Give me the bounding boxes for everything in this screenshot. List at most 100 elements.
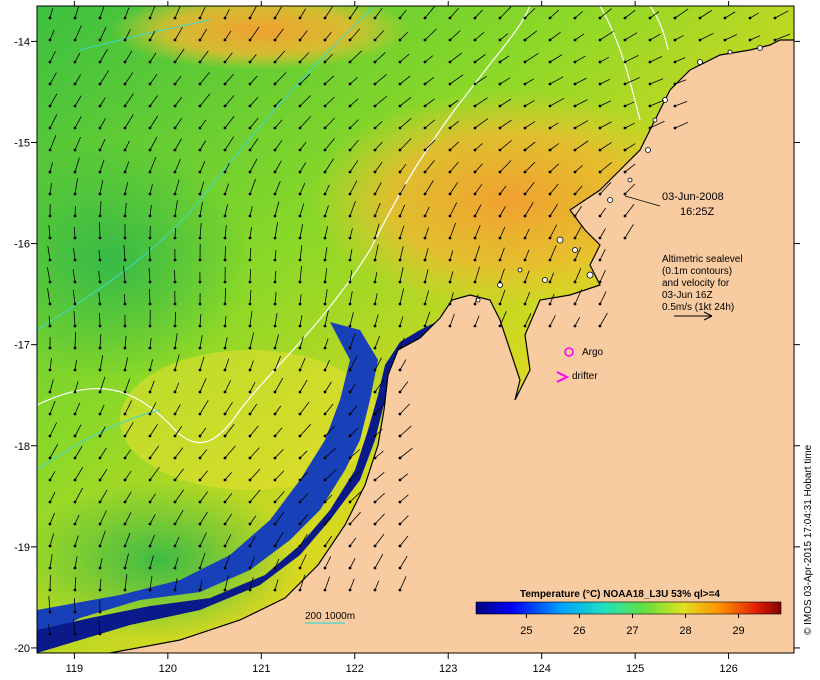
velocity-arrow-head <box>598 148 602 152</box>
velocity-arrow-head <box>348 544 352 548</box>
cool-water-patch <box>37 140 250 380</box>
velocity-arrow-head <box>48 324 52 328</box>
velocity-arrow-head <box>498 258 502 262</box>
velocity-arrow-head <box>448 60 452 64</box>
velocity-arrow-head <box>598 302 602 306</box>
velocity-arrow-head <box>473 38 477 42</box>
velocity-arrow <box>424 206 430 217</box>
velocity-arrow <box>399 225 405 239</box>
velocity-arrow <box>299 182 306 195</box>
velocity-arrow-head <box>248 170 252 174</box>
velocity-arrow <box>424 119 436 129</box>
velocity-arrow-head <box>198 192 202 196</box>
velocity-arrow-head <box>48 302 52 306</box>
velocity-arrow <box>74 136 81 151</box>
velocity-arrow-head <box>573 82 577 86</box>
velocity-arrow <box>199 6 206 19</box>
colorbar-tick-label: 25 <box>520 625 532 637</box>
velocity-arrow <box>274 579 279 591</box>
velocity-arrow <box>274 313 278 327</box>
velocity-arrow <box>224 225 227 239</box>
lat-tick-label: -20 <box>14 643 30 655</box>
velocity-arrow-head <box>373 456 377 460</box>
velocity-arrow <box>624 163 636 173</box>
velocity-arrow <box>99 489 108 503</box>
velocity-arrow-head <box>373 478 377 482</box>
velocity-arrow <box>424 290 429 305</box>
velocity-arrow-head <box>98 82 102 86</box>
velocity-arrow <box>274 491 285 503</box>
velocity-arrow-head <box>123 412 127 416</box>
velocity-arrow-head <box>223 566 227 570</box>
velocity-arrow <box>47 288 51 305</box>
velocity-arrow <box>249 577 254 591</box>
velocity-arrow-head <box>223 38 227 42</box>
velocity-arrow-head <box>498 104 502 108</box>
velocity-arrow <box>174 468 184 481</box>
velocity-arrow <box>474 204 482 217</box>
velocity-arrow <box>449 182 459 195</box>
lat-tick-label: -17 <box>14 340 30 352</box>
velocity-arrow <box>224 8 230 19</box>
velocity-arrow-head <box>198 346 202 350</box>
velocity-arrow-head <box>48 214 52 218</box>
velocity-arrow-head <box>498 280 502 284</box>
date-pointer <box>624 195 661 207</box>
velocity-arrow-head <box>373 324 377 328</box>
velocity-arrow-head <box>173 104 177 108</box>
velocity-arrow <box>399 403 410 415</box>
velocity-arrow <box>424 180 434 195</box>
velocity-arrow-head <box>448 16 452 20</box>
velocity-arrow-head <box>298 456 302 460</box>
velocity-arrow <box>499 226 506 239</box>
velocity-arrow-head <box>123 456 127 460</box>
velocity-arrow-head <box>573 16 577 20</box>
velocity-arrow-head <box>548 82 552 86</box>
velocity-arrow-head <box>298 104 302 108</box>
velocity-arrow <box>474 143 483 151</box>
velocity-arrow <box>148 268 151 283</box>
velocity-arrow-head <box>298 434 302 438</box>
velocity-arrow-head <box>623 38 627 42</box>
velocity-arrow-head <box>273 280 277 284</box>
velocity-arrow-head <box>548 258 552 262</box>
velocity-arrow-head <box>98 566 102 570</box>
velocity-arrow <box>174 333 178 349</box>
velocity-arrow <box>149 424 158 437</box>
velocity-arrow-head <box>273 302 277 306</box>
velocity-arrow <box>99 48 108 63</box>
velocity-arrow <box>199 314 202 327</box>
velocity-arrow-head <box>373 588 377 592</box>
velocity-arrow-head <box>298 522 302 526</box>
velocity-arrow <box>49 51 56 63</box>
velocity-arrow <box>224 493 233 503</box>
velocity-arrow-head <box>498 148 502 152</box>
velocity-arrow <box>99 334 102 349</box>
velocity-arrow-head <box>448 280 452 284</box>
velocity-arrow <box>524 228 530 239</box>
velocity-arrow <box>324 310 329 327</box>
velocity-arrow <box>299 554 307 569</box>
velocity-arrow <box>474 54 486 63</box>
velocity-arrow <box>349 558 356 569</box>
velocity-arrow-head <box>573 192 577 196</box>
velocity-arrow <box>224 401 233 415</box>
velocity-arrow <box>349 6 359 19</box>
velocity-arrow <box>574 55 586 63</box>
velocity-arrow <box>374 182 382 195</box>
velocity-arrow-head <box>298 60 302 64</box>
velocity-arrow-head <box>648 60 652 64</box>
velocity-arrow-head <box>323 258 327 262</box>
velocity-arrow-head <box>548 192 552 196</box>
velocity-arrow <box>299 472 309 481</box>
velocity-arrow <box>324 53 333 63</box>
velocity-arrow <box>624 32 638 41</box>
velocity-arrow <box>324 184 330 195</box>
velocity-arrow <box>199 50 209 63</box>
velocity-arrow-head <box>148 236 152 240</box>
velocity-arrow-head <box>248 214 252 218</box>
velocity-arrow-head <box>148 148 152 152</box>
velocity-arrow <box>349 383 356 393</box>
velocity-arrow <box>249 117 259 129</box>
velocity-arrow <box>174 404 181 415</box>
